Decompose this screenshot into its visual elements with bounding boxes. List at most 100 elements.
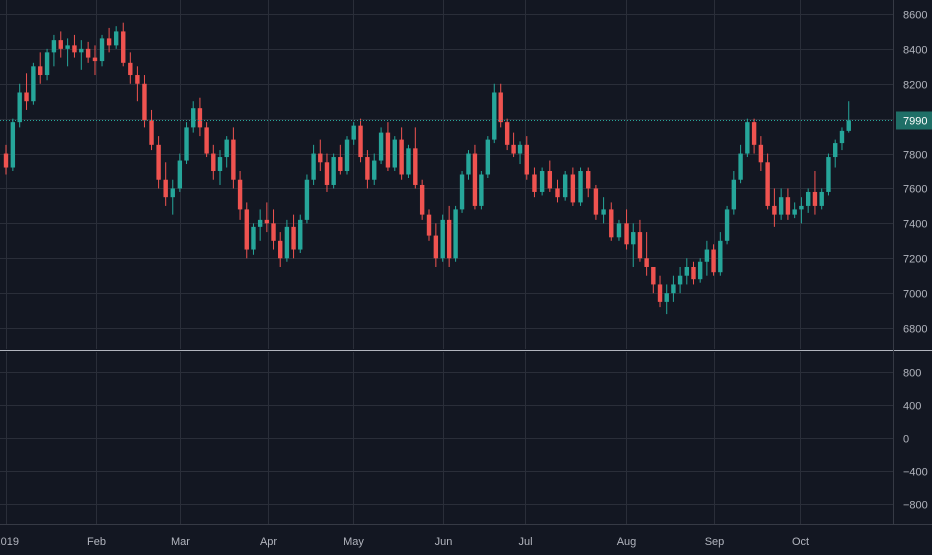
candle[interactable] (304, 174, 310, 224)
candle[interactable] (392, 136, 397, 172)
candle-body[interactable] (751, 122, 757, 145)
candle[interactable] (128, 52, 133, 84)
candle[interactable] (231, 127, 236, 189)
candle[interactable] (298, 214, 303, 254)
candle-body[interactable] (657, 284, 663, 302)
candle-body[interactable] (691, 266, 696, 280)
candle-body[interactable] (191, 108, 196, 128)
candle-body[interactable] (609, 209, 614, 238)
candle-body[interactable] (485, 139, 491, 175)
candle[interactable] (264, 202, 270, 233)
candle-body[interactable] (539, 171, 545, 192)
candle-body[interactable] (224, 139, 229, 158)
candle[interactable] (616, 219, 622, 241)
candle[interactable] (664, 284, 669, 315)
candle-body[interactable] (697, 261, 703, 280)
candle-body[interactable] (311, 153, 316, 180)
candle-body[interactable] (58, 40, 63, 49)
candle-body[interactable] (284, 226, 290, 259)
candle[interactable] (163, 162, 168, 206)
candle-body[interactable] (51, 40, 57, 53)
candle-body[interactable] (38, 66, 43, 76)
candle[interactable] (446, 205, 452, 267)
candle[interactable] (385, 122, 391, 172)
candle-body[interactable] (156, 144, 161, 180)
candle[interactable] (570, 167, 576, 206)
candle[interactable] (44, 48, 50, 81)
candle[interactable] (244, 202, 249, 259)
candle[interactable] (479, 171, 484, 210)
candle-body[interactable] (135, 75, 140, 84)
candle-body[interactable] (264, 219, 270, 224)
candle-body[interactable] (532, 174, 537, 192)
candle[interactable] (799, 197, 804, 224)
candle[interactable] (691, 261, 696, 285)
candle[interactable] (609, 202, 614, 241)
candle[interactable] (440, 214, 445, 262)
candle[interactable] (113, 26, 119, 49)
candle[interactable] (197, 97, 203, 137)
candle-body[interactable] (149, 120, 154, 145)
candle-body[interactable] (846, 120, 851, 131)
candle[interactable] (170, 179, 175, 215)
candle[interactable] (237, 171, 243, 220)
candle[interactable] (251, 223, 256, 255)
candle-body[interactable] (24, 92, 29, 102)
candle[interactable] (51, 34, 57, 67)
candle-body[interactable] (365, 157, 370, 180)
candle[interactable] (517, 141, 523, 165)
candle-body[interactable] (419, 184, 425, 215)
candle-body[interactable] (765, 162, 770, 206)
candle-body[interactable] (72, 45, 77, 53)
candle[interactable] (358, 118, 363, 163)
candle[interactable] (311, 144, 316, 185)
candle[interactable] (65, 38, 70, 67)
candle[interactable] (671, 275, 676, 302)
candle-body[interactable] (399, 139, 404, 175)
candle-body[interactable] (758, 144, 764, 163)
candle-body[interactable] (211, 153, 216, 172)
candle-body[interactable] (616, 223, 622, 238)
candle[interactable] (318, 139, 323, 172)
candle[interactable] (406, 144, 411, 178)
candle-body[interactable] (555, 188, 560, 198)
candle-body[interactable] (453, 209, 458, 259)
candle-body[interactable] (298, 219, 303, 250)
candle[interactable] (106, 27, 112, 53)
candle[interactable] (711, 244, 716, 276)
candle[interactable] (704, 240, 710, 276)
candle[interactable] (365, 150, 370, 189)
candle[interactable] (177, 153, 183, 192)
candle-body[interactable] (204, 127, 209, 154)
candle-body[interactable] (684, 266, 689, 276)
candle-body[interactable] (826, 157, 831, 192)
candle-body[interactable] (671, 284, 676, 294)
candle-body[interactable] (677, 275, 683, 285)
candle[interactable] (413, 127, 418, 189)
candle-body[interactable] (372, 160, 377, 180)
candle-body[interactable] (472, 153, 478, 206)
candle[interactable] (624, 209, 629, 250)
candle[interactable] (291, 214, 296, 259)
candle[interactable] (324, 153, 330, 192)
candle[interactable] (792, 202, 797, 219)
candle[interactable] (466, 150, 471, 180)
candle[interactable] (204, 122, 209, 158)
candle-body[interactable] (833, 143, 838, 158)
candle-body[interactable] (44, 52, 50, 76)
candle-body[interactable] (338, 157, 343, 172)
candle-body[interactable] (504, 122, 510, 145)
candle[interactable] (539, 167, 545, 196)
candle-body[interactable] (731, 179, 737, 210)
candle[interactable] (547, 160, 553, 192)
candle[interactable] (79, 40, 84, 70)
candle-body[interactable] (524, 144, 529, 175)
candle[interactable] (751, 118, 757, 154)
candle[interactable] (472, 144, 478, 210)
candle-body[interactable] (17, 92, 22, 123)
candle[interactable] (399, 127, 404, 180)
candle[interactable] (504, 118, 510, 151)
candle-body[interactable] (492, 92, 497, 140)
